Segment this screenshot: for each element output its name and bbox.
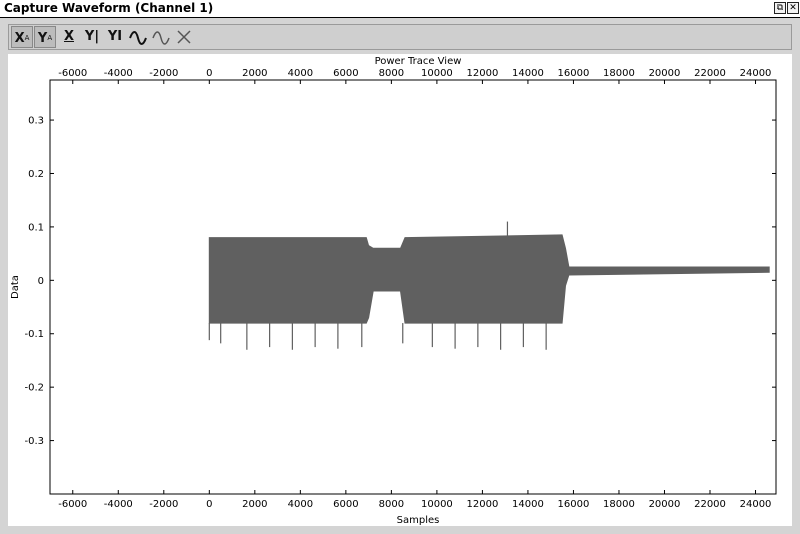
x-autoscale-sup: A — [24, 34, 30, 42]
trace-wave-alt-button[interactable] — [150, 26, 172, 48]
y-axis-label: Data — [10, 275, 21, 299]
y-tick-label: -0.2 — [24, 383, 44, 394]
x-tick-label-bottom: 24000 — [740, 499, 772, 510]
y-tick-label: 0.2 — [28, 169, 44, 180]
x-tick-label-top: 22000 — [694, 68, 726, 79]
x-axis-bottom: -6000 -4000 -2000 0 2000 4000 6000 8000 10000 120… — [58, 490, 771, 510]
x-tick-label-top: -2000 — [149, 68, 178, 79]
wave-icon — [129, 31, 147, 45]
x-tick-label-bottom: 18000 — [603, 499, 635, 510]
x-tick-label-bottom: -2000 — [149, 499, 178, 510]
y-axis: 0.3 0.2 0.1 0 -0.1 -0.2 -0.3 — [24, 116, 776, 447]
cross-icon — [177, 30, 191, 44]
power-trace-chart[interactable]: Power Trace View -6000 -4000 -2000 0 2000 400… — [8, 54, 792, 526]
plot-toolbar: XA YA X Y| YI — [8, 24, 792, 50]
x-tick-label-top: 24000 — [740, 68, 772, 79]
x-tick-label-bottom: 4000 — [288, 499, 313, 510]
x-autoscale-button[interactable]: XA — [11, 26, 33, 48]
x-tick-label-bottom: 22000 — [694, 499, 726, 510]
x-tick-label-top: 0 — [206, 68, 212, 79]
x-tick-label-bottom: -6000 — [58, 499, 87, 510]
x-tick-label-top: 16000 — [558, 68, 590, 79]
y-zoom-button[interactable]: YI — [104, 26, 126, 48]
y-tick-label: 0.3 — [28, 116, 44, 127]
x-tick-label-bottom: 2000 — [242, 499, 267, 510]
y-tick-label: 0.1 — [28, 222, 44, 233]
window-title: Capture Waveform (Channel 1) — [4, 1, 214, 15]
y-tick-label: -0.1 — [24, 329, 44, 340]
x-lock-button[interactable]: X — [58, 26, 80, 48]
x-tick-label-top: 8000 — [379, 68, 404, 79]
x-tick-label-top: 18000 — [603, 68, 635, 79]
trace-envelope — [208, 234, 770, 324]
x-tick-label-top: 14000 — [512, 68, 544, 79]
y-autoscale-sup: A — [47, 34, 53, 42]
x-tick-label-top: 2000 — [242, 68, 267, 79]
wave-icon — [152, 31, 170, 45]
clear-button[interactable] — [173, 26, 195, 48]
y-tick-label: 0 — [38, 276, 44, 287]
y-lock-label: Y| — [84, 29, 100, 44]
x-autoscale-label: X — [14, 31, 25, 46]
x-tick-label-bottom: 12000 — [467, 499, 499, 510]
x-tick-label-top: -6000 — [58, 68, 87, 79]
x-tick-label-bottom: 6000 — [333, 499, 358, 510]
y-zoom-label: YI — [107, 29, 123, 44]
x-tick-label-bottom: 20000 — [649, 499, 681, 510]
x-tick-label-bottom: 0 — [206, 499, 212, 510]
y-tick-label: -0.3 — [24, 436, 44, 447]
x-axis-top: -6000 -4000 -2000 0 2000 4000 6000 8000 10000 120… — [58, 68, 771, 84]
x-axis-label: Samples — [397, 515, 440, 526]
trace-wave-button[interactable] — [127, 26, 149, 48]
x-tick-label-top: 12000 — [467, 68, 499, 79]
x-tick-label-top: 20000 — [649, 68, 681, 79]
x-tick-label-bottom: 14000 — [512, 499, 544, 510]
x-lock-label: X — [63, 29, 75, 44]
x-tick-label-bottom: -4000 — [104, 499, 133, 510]
x-tick-label-top: 10000 — [421, 68, 453, 79]
x-tick-label-bottom: 10000 — [421, 499, 453, 510]
x-tick-label-top: -4000 — [104, 68, 133, 79]
plot-area[interactable]: Power Trace View -6000 -4000 -2000 0 2000 400… — [8, 54, 792, 526]
power-trace-series — [208, 221, 770, 350]
x-tick-label-top: 6000 — [333, 68, 358, 79]
x-tick-label-bottom: 16000 — [558, 499, 590, 510]
restore-button[interactable]: ⧉ — [774, 2, 786, 14]
close-button[interactable]: ✕ — [787, 2, 799, 14]
x-tick-label-top: 4000 — [288, 68, 313, 79]
y-lock-button[interactable]: Y| — [81, 26, 103, 48]
y-autoscale-label: Y — [37, 31, 48, 46]
x-tick-label-bottom: 8000 — [379, 499, 404, 510]
chart-title: Power Trace View — [375, 56, 462, 67]
y-autoscale-button[interactable]: YA — [34, 26, 56, 48]
title-bar[interactable]: Capture Waveform (Channel 1) ⧉ ✕ — [0, 0, 800, 18]
